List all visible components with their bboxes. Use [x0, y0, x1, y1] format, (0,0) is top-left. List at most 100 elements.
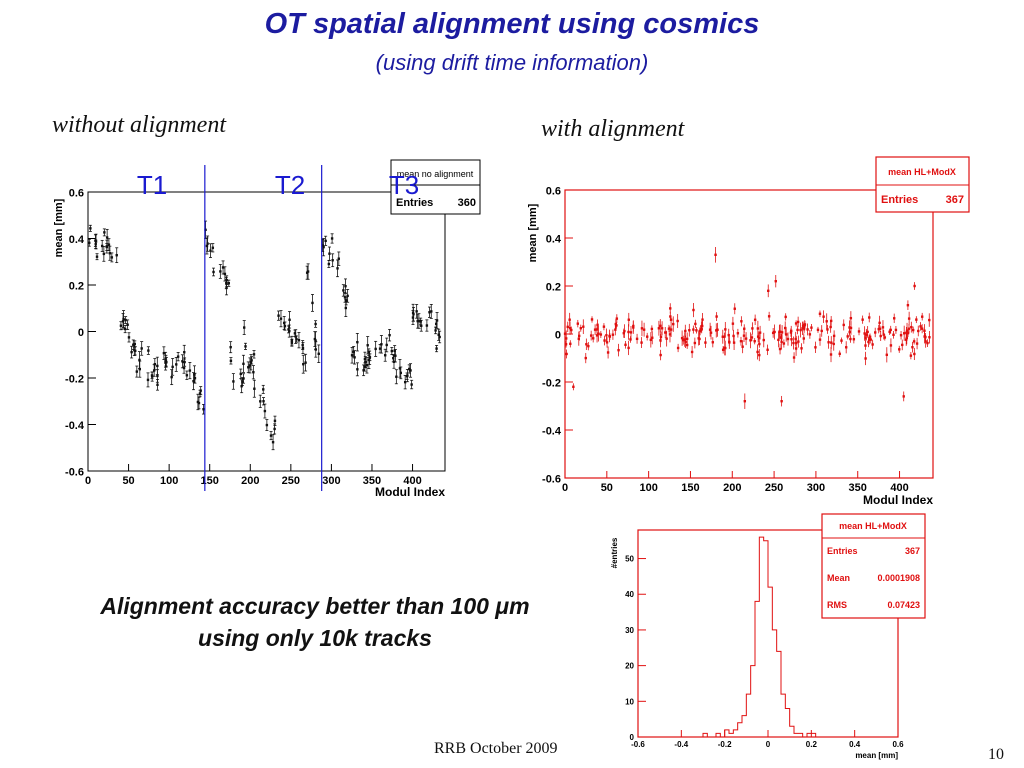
plot1-point [198, 392, 202, 395]
plot2-point [724, 328, 727, 331]
plot2-point [715, 329, 718, 332]
y-tick-label-3: 30 [625, 626, 634, 635]
plot1-point [304, 361, 307, 364]
plot1-point [193, 373, 196, 376]
y-tick-label-1: 10 [625, 697, 634, 706]
plot2-point [915, 318, 918, 321]
plot2-point [627, 330, 630, 334]
plot1-point [240, 385, 243, 388]
plot1-point [176, 355, 180, 358]
plot1-point [395, 375, 398, 378]
plot2-point [721, 348, 725, 351]
plot2-point [665, 337, 668, 340]
plot2-point [920, 315, 924, 318]
plot1-point [199, 389, 202, 392]
plot2-point [667, 327, 671, 330]
plot1-point [94, 240, 98, 243]
histogram-step-line [702, 536, 833, 738]
plot2-point [701, 318, 704, 321]
plot1-point [229, 345, 232, 349]
plot1-point [183, 360, 186, 364]
plot1-point [127, 336, 131, 339]
plot1-point [322, 245, 325, 249]
plot1-point [302, 363, 305, 366]
plot1-point [434, 322, 438, 326]
plot2-point [669, 315, 672, 318]
slide-title: OT spatial alignment using cosmics [264, 8, 760, 40]
plot2-point [774, 280, 777, 283]
plot2-point [758, 342, 761, 346]
y-tick-label-4: 0.2 [546, 282, 561, 294]
plot1-point [294, 335, 297, 338]
plot2-point [660, 327, 664, 330]
plot2-point [622, 331, 625, 335]
plot3-stats-mean-label: Mean [827, 573, 850, 583]
plot1-point [105, 245, 109, 249]
plot2-point [864, 336, 867, 340]
plot3-stats-rms-value: 0.07423 [887, 600, 920, 610]
plot1-point [385, 343, 388, 347]
plot2-point [743, 327, 746, 330]
plot2-point [767, 289, 770, 292]
plot1-xlabel: Modul Index [375, 485, 445, 499]
plot1-point [130, 350, 133, 354]
plot1-stats-name: mean no alignment [397, 169, 474, 179]
plot1-point [263, 409, 267, 413]
y-tick-label-5: 0.4 [69, 234, 85, 246]
plot2-point [797, 340, 800, 343]
plot2-point [579, 327, 582, 330]
plot1-point [89, 227, 92, 230]
plot1-axes: 0 50 100 150 200 250 300 350 400 -0.6 -0.4 -0.2 0 0.2… [65, 188, 422, 488]
x-tick-label-1: 50 [122, 475, 134, 487]
plot2-point [605, 334, 608, 337]
plot1-point [229, 359, 233, 363]
plot1-point [337, 257, 341, 260]
y-tick-label-0: -0.6 [542, 474, 561, 486]
x-tick-label-3: 150 [201, 475, 219, 487]
plot1-point [247, 366, 250, 369]
plot1-point [398, 367, 402, 370]
station-overlay: T1 T2 T3 [137, 165, 419, 491]
plot1-point [368, 356, 372, 359]
plot2-point [629, 331, 633, 334]
plot1-point [265, 423, 269, 427]
plot2-point [924, 340, 927, 343]
plot2-point [714, 253, 717, 256]
plot2-point [868, 335, 872, 338]
plot3-stats-entries-value: 367 [905, 546, 920, 556]
plot2-point [682, 338, 685, 342]
plot1-point [273, 419, 277, 423]
x-tick-label-0: 0 [85, 475, 91, 487]
plot2-point [799, 328, 802, 332]
plot2-stats-entries-value: 367 [946, 194, 964, 206]
plot2-point [909, 354, 913, 357]
plot2-point [753, 340, 756, 343]
plot2-point [912, 340, 916, 343]
plot1-point [243, 326, 246, 329]
plot1-point [156, 364, 159, 368]
plot2-point [879, 334, 882, 338]
y-tick-label-2: -0.2 [65, 374, 84, 386]
plot1-point [249, 361, 253, 364]
plot2-point [868, 316, 871, 319]
plot2-point [723, 346, 726, 350]
plot2-point [784, 333, 788, 336]
plot1-point [428, 311, 431, 314]
plot2-point [669, 328, 673, 331]
plot2-points [563, 247, 931, 409]
plot1-stats-entries-value: 360 [458, 197, 476, 209]
plot2-point [615, 317, 619, 320]
plot2-point [780, 336, 783, 339]
plot2-point [803, 323, 807, 326]
plot2-point [911, 328, 915, 332]
x-tick-label-2: -0.2 [718, 740, 732, 749]
conclusion-line-1: Alignment accuracy better than 100 μm [100, 593, 530, 619]
plot1-point [330, 237, 334, 240]
plot2-point [796, 320, 800, 324]
plot2-point [694, 322, 697, 326]
plot2-point [615, 324, 618, 327]
plot1-point [193, 376, 197, 380]
x-tick-label-3: 150 [681, 482, 699, 494]
plot2-point [928, 336, 931, 339]
plot2-point [584, 356, 587, 360]
